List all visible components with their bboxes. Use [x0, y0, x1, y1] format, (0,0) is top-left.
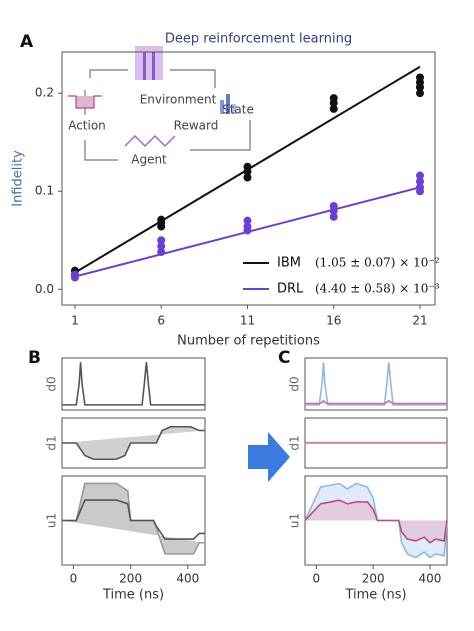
legend-label: IBM	[277, 256, 301, 271]
x-tick-label: 1	[71, 314, 79, 328]
waveform	[62, 482, 205, 555]
environment-icon	[143, 52, 146, 80]
panel-label: A	[20, 32, 34, 52]
point	[329, 212, 338, 221]
y-tick-label: 0.0	[35, 282, 54, 296]
point	[243, 216, 252, 225]
point	[157, 236, 166, 245]
y-axis-label: u1	[45, 513, 59, 528]
environment-icon	[135, 46, 163, 80]
point	[157, 242, 166, 251]
panel-label: C	[278, 348, 290, 368]
legend-label: DRL	[277, 282, 304, 297]
point	[329, 201, 338, 210]
fit-line	[74, 65, 421, 274]
plot-frame	[61, 357, 206, 411]
inset-label: Reward	[174, 119, 219, 133]
waveform	[305, 399, 447, 405]
x-tick-label: 16	[326, 314, 341, 328]
waveform	[62, 362, 205, 406]
point	[70, 270, 79, 279]
inset-label: Action	[68, 119, 106, 133]
waveform	[62, 425, 205, 461]
panel-label: B	[28, 348, 41, 368]
action-icon	[68, 95, 102, 109]
x-tick-label: 200	[362, 572, 385, 586]
state-icon	[220, 100, 224, 114]
waveform	[304, 499, 448, 544]
point	[415, 177, 424, 186]
fit-line	[74, 186, 421, 278]
inset-diagram: Environment State Reward Agent Action	[68, 46, 254, 167]
chart-title: Deep reinforcement learning	[165, 32, 352, 47]
x-tick-label: 6	[157, 314, 165, 328]
arrow	[248, 432, 290, 482]
point	[415, 171, 424, 180]
plot-frame	[304, 357, 448, 411]
legend-fit-label: (4.40 ± 0.58) × 10⁻³	[315, 282, 440, 296]
inset-label: Agent	[131, 153, 167, 167]
x-tick-label: 200	[119, 572, 142, 586]
x-axis-label: Time (ns)	[102, 588, 164, 603]
x-tick-label: 0	[313, 572, 321, 586]
y-axis-label: u1	[288, 513, 302, 528]
point	[243, 173, 252, 182]
x-tick-label: 400	[419, 572, 442, 586]
agent-icon	[124, 134, 176, 148]
y-axis-label: d1	[288, 435, 302, 450]
x-tick-label: 11	[240, 314, 255, 328]
environment-icon	[152, 52, 155, 80]
waveform	[62, 499, 205, 540]
waveform	[305, 362, 447, 406]
y-axis-label: d0	[288, 376, 302, 391]
plot-frame	[61, 51, 436, 306]
y-axis-label: d0	[45, 376, 59, 391]
legend-fit-label: (1.05 ± 0.07) × 10⁻²	[315, 256, 440, 270]
x-tick-label: 21	[412, 314, 427, 328]
x-axis-label: Time (ns)	[344, 588, 406, 603]
y-tick-label: 0.2	[35, 86, 54, 100]
y-axis-label: Infidelity	[11, 150, 26, 207]
point	[243, 222, 252, 231]
inset-label: State	[222, 103, 254, 117]
loop-lines	[84, 69, 251, 161]
point	[415, 89, 424, 98]
charts: A Deep reinforcement learning Number of re…	[11, 32, 448, 603]
point	[415, 73, 424, 82]
inset-label: Environment	[140, 93, 217, 107]
point	[329, 94, 338, 103]
y-tick-label: 0.1	[35, 184, 54, 198]
point	[329, 104, 338, 113]
x-axis-label: Number of repetitions	[177, 334, 320, 349]
y-axis-label: d1	[45, 435, 59, 450]
state-icon	[232, 104, 236, 114]
state-icon	[226, 94, 230, 114]
x-tick-label: 400	[176, 572, 199, 586]
x-tick-label: 0	[70, 572, 78, 586]
